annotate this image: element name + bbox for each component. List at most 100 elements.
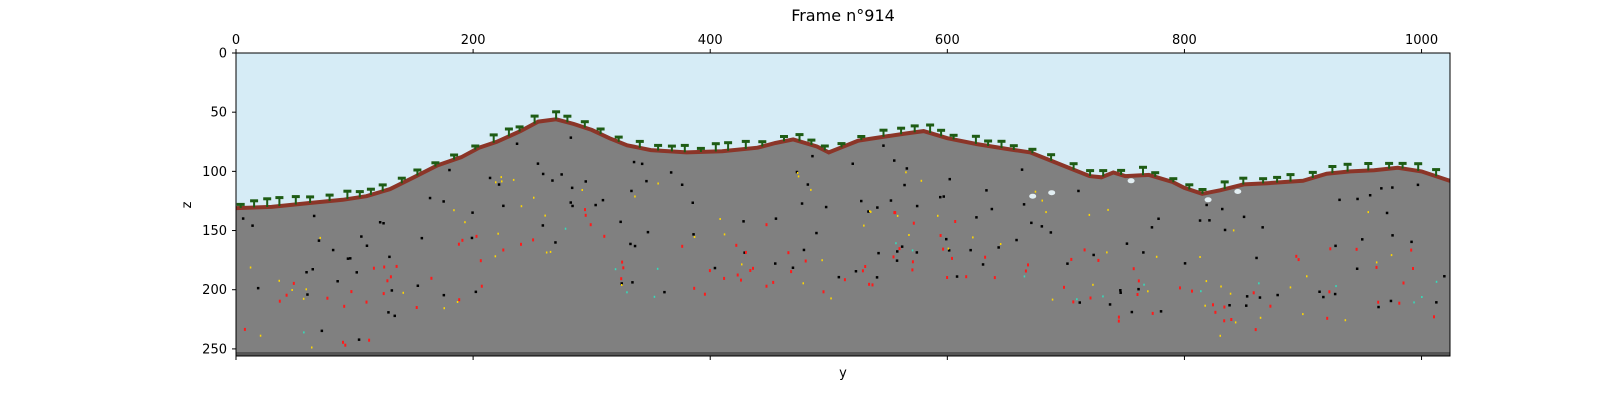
cave-deposit [570,186,574,190]
vegetation-tuft [555,112,558,120]
cave-deposit [1150,226,1154,229]
cave-deposit [448,168,451,172]
yellow-mineral-deposit [495,181,497,184]
vegetation-canopy [807,138,816,142]
vegetation-canopy [431,161,440,165]
vegetation-canopy [1398,161,1407,165]
red-mineral-deposit [736,273,739,277]
y-axis-label: z [180,201,195,208]
yellow-mineral-deposit [1088,213,1091,216]
red-mineral-deposit [479,259,482,263]
vegetation-tuft [294,197,297,205]
red-mineral-deposit [1072,300,1075,304]
cave-deposit [905,167,909,170]
yellow-mineral-deposit [972,236,974,239]
vegetation-tuft [882,130,885,137]
red-mineral-deposit [1063,285,1065,289]
yellow-mineral-deposit [1106,251,1108,254]
cave-deposit [1040,225,1044,228]
cave-deposit [631,281,634,284]
yellow-mineral-deposit [693,236,696,238]
cave-deposit [488,176,492,180]
yellow-mineral-deposit [549,250,552,253]
vegetation-tuft [346,191,349,199]
vegetation-canopy [1239,176,1248,180]
cave-deposit [393,314,396,318]
red-mineral-deposit [1375,265,1378,269]
vegetation-canopy [696,146,705,150]
cave-deposit [1223,228,1227,232]
red-mineral-deposit [898,247,901,251]
vegetation-tuft [1262,179,1265,184]
vegetation-tuft [974,136,977,144]
yellow-mineral-deposit [1220,285,1222,288]
vegetation-canopy [654,143,663,147]
red-mineral-deposit [911,260,914,264]
vegetation-tuft [1289,175,1292,182]
vegetation-canopy [780,135,788,138]
red-mineral-deposit [520,242,522,246]
cave-deposit [357,338,361,341]
vegetation-canopy [325,193,334,197]
red-mineral-deposit [744,250,747,254]
vegetation-canopy [397,176,406,180]
red-mineral-deposit [584,213,587,217]
vegetation-canopy [1009,144,1018,148]
red-mineral-deposit [1117,315,1120,319]
vegetation-canopy [596,127,605,131]
yellow-mineral-deposit [947,247,950,250]
cave-deposit [981,263,985,266]
red-mineral-deposit [892,255,895,259]
vegetation-canopy [910,124,919,128]
cave-deposit [390,289,394,292]
cave-deposit [1119,289,1122,292]
yellow-mineral-deposit [1219,334,1221,337]
yellow-mineral-deposit [291,289,293,291]
cave-deposit [1377,305,1380,309]
plot-area [236,53,1450,356]
cave-deposit [1208,219,1211,222]
vegetation-canopy [489,133,498,137]
cave-deposit [1049,231,1053,234]
x-tick-label: 200 [461,33,486,48]
cave-deposit [360,235,363,238]
red-mineral-deposit [765,284,768,288]
yellow-mineral-deposit [796,171,799,174]
cave-deposit [1137,287,1140,291]
vegetation-canopy [552,110,561,114]
cave-deposit [939,195,942,199]
cave-deposit [1159,310,1163,313]
water-pocket [1204,197,1212,203]
vegetation-canopy [1414,162,1423,166]
red-mineral-deposit [395,264,398,268]
yellow-mineral-deposit [896,214,899,217]
cave-deposit [713,266,717,270]
red-mineral-deposit [621,260,624,264]
vegetation-tuft [1223,182,1226,190]
cyan-mineral-deposit [1421,296,1423,298]
vegetation-tuft [1388,163,1391,169]
cave-deposit [1443,275,1446,278]
y-tick-label: 100 [202,165,227,180]
vegetation-tuft [952,135,955,140]
cave-deposit [806,183,810,186]
yellow-mineral-deposit [1375,261,1378,264]
red-mineral-deposit [1252,291,1255,295]
vegetation-canopy [926,123,935,127]
vegetation-layer [236,110,1441,208]
vegetation-tuft [727,143,730,151]
cave-deposit [791,266,795,269]
yellow-mineral-deposit [810,188,812,191]
cave-deposit [1416,183,1420,187]
cave-deposit [1258,296,1262,299]
vegetation-canopy [997,139,1006,143]
red-mineral-deposit [457,242,460,246]
red-mineral-deposit [804,259,807,263]
yellow-mineral-deposit [1199,256,1201,258]
cave-deposit [474,290,478,294]
y-tick-label: 200 [202,283,227,298]
topsoil-layer [236,117,1450,211]
yellow-mineral-deposit [464,221,466,224]
yellow-mineral-deposit [1306,275,1308,278]
yellow-mineral-deposit [1051,298,1054,301]
